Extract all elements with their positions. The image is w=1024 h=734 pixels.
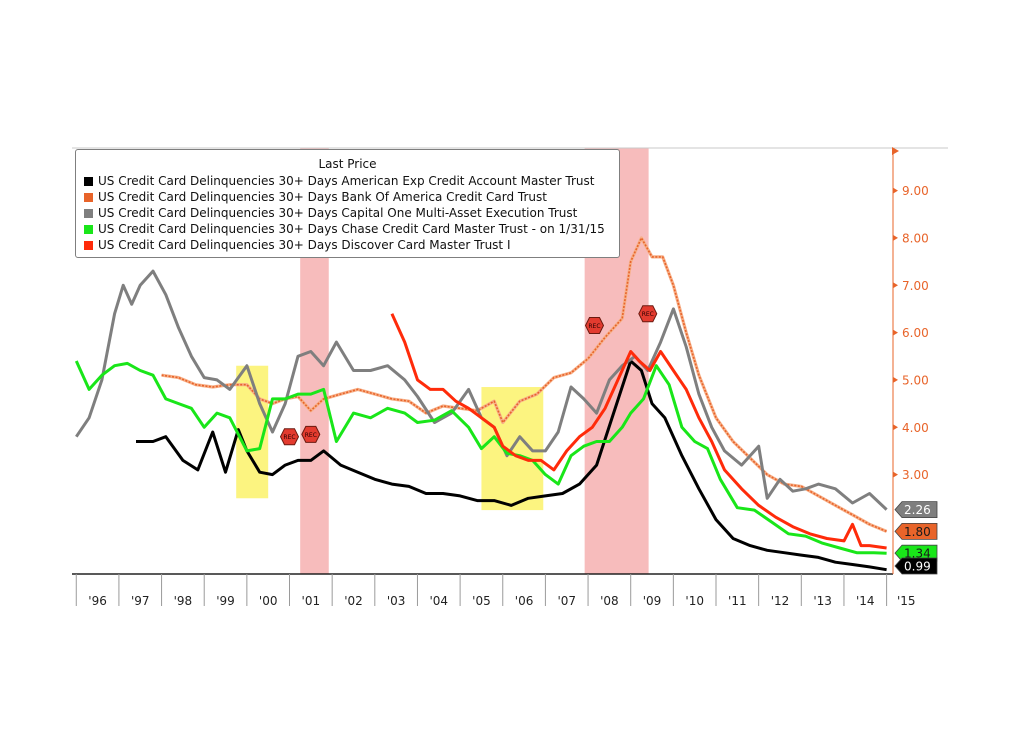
- x-tick-label: '99: [216, 594, 235, 608]
- recession-marker-label: REC: [283, 434, 295, 441]
- recession-marker: REC: [584, 317, 605, 334]
- series-line: [74, 360, 887, 555]
- y-tick-label: 8.00: [902, 231, 929, 245]
- legend-label: US Credit Card Delinquencies 30+ Days Ba…: [98, 190, 547, 204]
- recession-marker-shape: [279, 428, 300, 446]
- legend-item: US Credit Card Delinquencies 30+ Days Ch…: [84, 221, 611, 237]
- recession-marker-label: REC: [642, 311, 654, 318]
- series-line-group: [74, 360, 887, 555]
- x-tick-label: '07: [557, 594, 576, 608]
- x-tick-label: '00: [259, 594, 278, 608]
- x-tick-label: '06: [515, 594, 534, 608]
- legend-item: US Credit Card Delinquencies 30+ Days Am…: [84, 173, 611, 189]
- last-value-tag-label: 0.99: [904, 560, 931, 574]
- legend-title: Last Price: [318, 157, 377, 171]
- x-tick-label: '14: [856, 594, 875, 608]
- chart-legend: Last Price US Credit Card Delinquencies …: [75, 149, 620, 258]
- x-tick-label: '10: [685, 594, 704, 608]
- y-tick-mark: [893, 187, 898, 194]
- legend-label: US Credit Card Delinquencies 30+ Days Am…: [98, 174, 595, 188]
- x-tick-label: '97: [131, 594, 150, 608]
- y-tick-mark: [893, 234, 898, 241]
- last-value-tag-shape: [894, 557, 938, 575]
- legend-swatch: [84, 224, 93, 234]
- y-tick-label: 3.00: [902, 468, 929, 482]
- x-tick-label: '08: [600, 594, 619, 608]
- last-value-tag-label: 2.26: [904, 503, 931, 517]
- x-tick-label: '09: [643, 594, 662, 608]
- last-value-tag: 2.26: [894, 501, 938, 519]
- x-tick-label: '01: [302, 594, 321, 608]
- last-value-tag-label: 1.80: [904, 525, 931, 539]
- y-tick-mark: [893, 329, 898, 336]
- recession-marker: REC: [279, 428, 300, 446]
- x-tick-label: '12: [771, 594, 790, 608]
- recession-marker-label: REC: [588, 323, 600, 330]
- y-tick-label: 6.00: [902, 326, 929, 340]
- y-tick-mark: [893, 376, 898, 383]
- legend-item: US Credit Card Delinquencies 30+ Days Di…: [84, 237, 611, 253]
- recession-marker: REC: [638, 305, 658, 323]
- recession-marker: REC: [301, 425, 321, 443]
- y-tick-label: 5.00: [902, 373, 929, 387]
- x-tick-label: '05: [472, 594, 491, 608]
- y-tick-mark: [893, 471, 898, 478]
- y-axis-arrow: [892, 147, 899, 155]
- x-tick-label: '98: [174, 594, 193, 608]
- y-tick-label: 7.00: [902, 279, 929, 293]
- x-tick-label: '04: [429, 594, 448, 608]
- legend-item: US Credit Card Delinquencies 30+ Days Ba…: [84, 189, 611, 205]
- recession-marker-shape: [301, 425, 321, 443]
- y-tick-label: 9.00: [902, 184, 929, 198]
- y-tick-label: 4.00: [902, 421, 929, 435]
- legend-swatch: [84, 240, 93, 250]
- x-tick-label: '96: [88, 594, 107, 608]
- legend-label: US Credit Card Delinquencies 30+ Days Di…: [98, 238, 511, 252]
- recession-marker-shape: [638, 305, 658, 323]
- legend-label: US Credit Card Delinquencies 30+ Days Ch…: [98, 222, 605, 236]
- legend-label: US Credit Card Delinquencies 30+ Days Ca…: [98, 206, 578, 220]
- legend-swatch: [84, 176, 93, 186]
- last-value-tag: 1.80: [894, 523, 938, 540]
- recession-marker-label: REC: [305, 432, 317, 439]
- last-value-tag-label: 1.34: [904, 547, 931, 561]
- y-tick-mark: [893, 424, 898, 431]
- x-tick-label: '02: [344, 594, 363, 608]
- legend-item: US Credit Card Delinquencies 30+ Days Ca…: [84, 205, 611, 221]
- series-line-group: [390, 313, 887, 550]
- last-value-tag-shape: [894, 523, 938, 540]
- x-tick-label: '15: [897, 594, 916, 608]
- y-tick-mark: [893, 282, 898, 289]
- last-value-tag: 0.99: [894, 557, 938, 575]
- legend-swatch: [84, 208, 93, 218]
- x-tick-label: '13: [813, 594, 832, 608]
- series-line: [390, 313, 887, 550]
- legend-swatch: [84, 192, 93, 202]
- last-value-tag-shape: [894, 501, 938, 519]
- x-tick-label: '11: [728, 594, 747, 608]
- recession-marker-shape: [584, 317, 605, 334]
- x-tick-label: '03: [387, 594, 406, 608]
